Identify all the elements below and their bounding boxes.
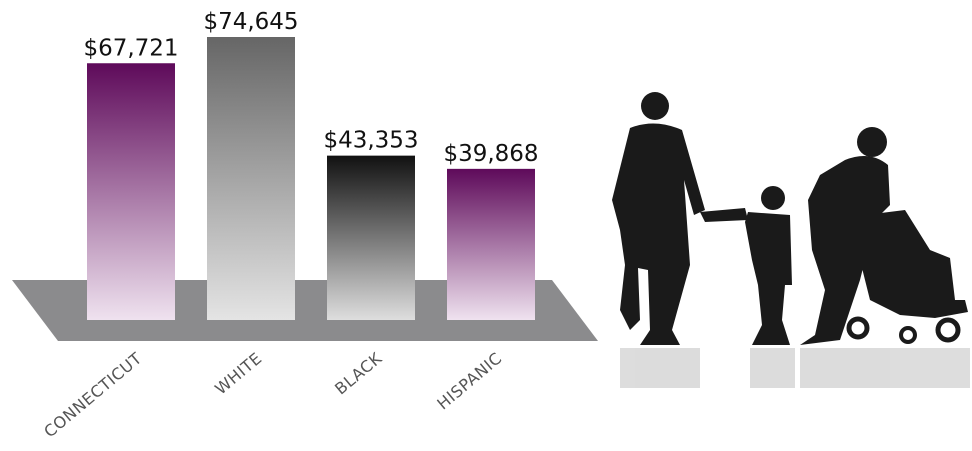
category-label: HISPANIC — [433, 349, 505, 414]
value-label: $67,721 — [83, 35, 178, 61]
bar — [87, 63, 175, 320]
category-label: WHITE — [211, 349, 265, 399]
value-label: $74,645 — [203, 9, 298, 35]
category-label: BLACK — [331, 349, 385, 399]
bar — [447, 168, 535, 320]
value-label: $43,353 — [323, 128, 418, 154]
bar — [207, 37, 295, 320]
silhouette-reflection — [620, 348, 970, 388]
family-silhouette — [612, 92, 968, 345]
category-label: CONNECTICUT — [40, 349, 145, 442]
bar — [327, 155, 415, 320]
value-label: $39,868 — [443, 141, 538, 167]
